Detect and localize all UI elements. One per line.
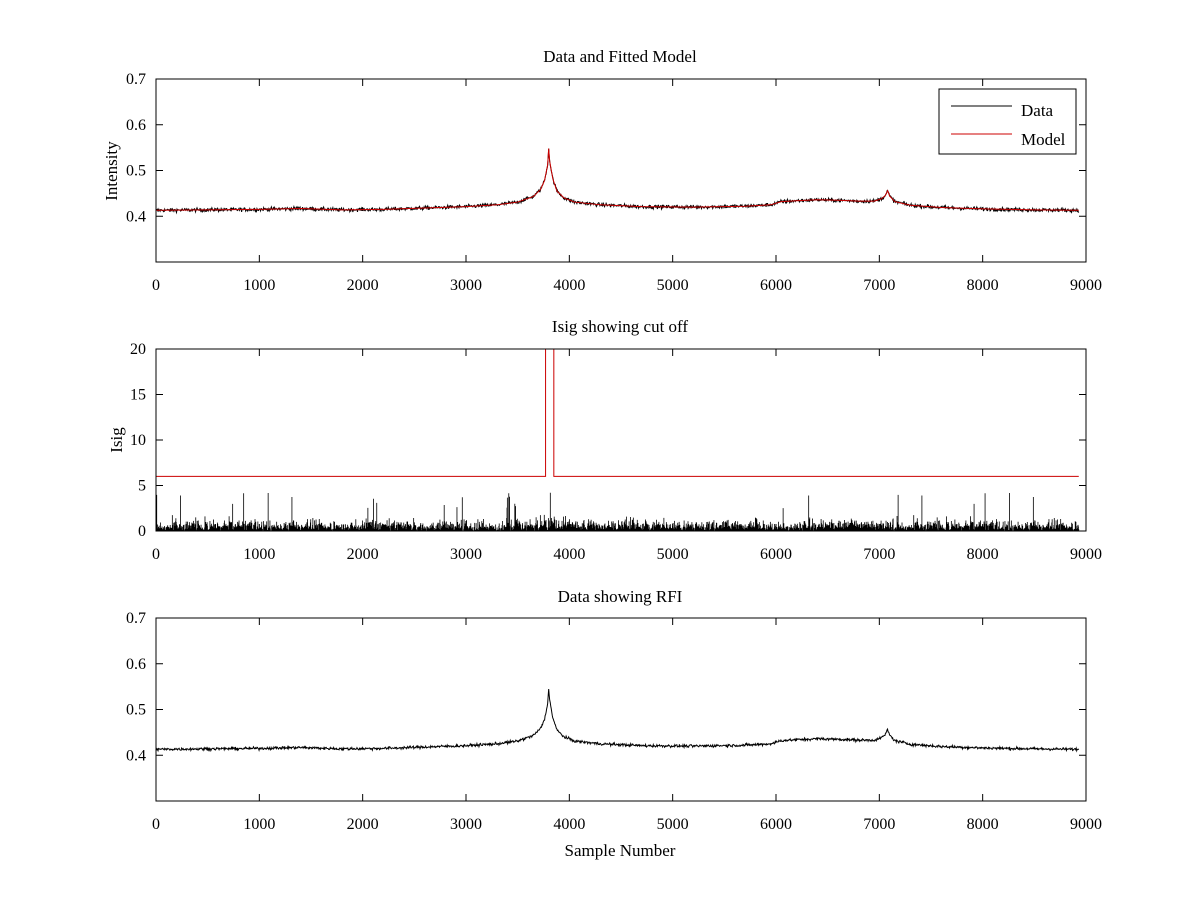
x-tick-label: 7000 <box>863 277 895 294</box>
panel-3-series <box>155 689 1080 753</box>
y-tick-label: 0.6 <box>126 656 146 673</box>
x-tick-label: 2000 <box>347 546 379 563</box>
series-data-line <box>155 689 1080 753</box>
y-tick-label: 0.4 <box>126 208 146 225</box>
legend-data-label: Data <box>1021 101 1054 120</box>
y-tick-label: 0.5 <box>126 702 146 719</box>
panel-1-ticks: 0 1000 2000 3000 4000 5000 6000 7000 8000 9000 0.4… <box>126 71 1102 294</box>
legend-model-label: Model <box>1021 130 1066 149</box>
panel-2-ylabel: Isig <box>107 427 126 453</box>
x-tick-label: 6000 <box>760 816 792 833</box>
x-tick-label: 6000 <box>760 546 792 563</box>
series-model-line <box>155 148 1079 211</box>
x-tick-label: 1000 <box>243 546 275 563</box>
x-tick-label: 9000 <box>1070 546 1102 563</box>
x-tick-label: 2000 <box>347 277 379 294</box>
x-tick-label: 4000 <box>553 546 585 563</box>
panel-1-series <box>155 148 1080 215</box>
panel-3-ticks: 0 1000 2000 3000 4000 5000 6000 7000 8000 9000 0.4… <box>126 610 1102 833</box>
y-tick-label: 15 <box>130 387 146 404</box>
x-tick-label: 2000 <box>347 816 379 833</box>
y-tick-label: 20 <box>130 341 146 358</box>
x-tick-label: 0 <box>152 277 160 294</box>
x-tick-label: 9000 <box>1070 816 1102 833</box>
x-tick-label: 6000 <box>760 277 792 294</box>
x-tick-label: 1000 <box>243 277 275 294</box>
x-tick-label: 5000 <box>657 546 689 563</box>
panel-3-title: Data showing RFI <box>558 587 683 606</box>
panel-1-ylabel: Intensity <box>102 141 121 201</box>
y-tick-label: 0.7 <box>126 610 146 627</box>
x-tick-label: 5000 <box>657 816 689 833</box>
y-tick-label: 0.5 <box>126 163 146 180</box>
x-tick-label: 8000 <box>967 277 999 294</box>
y-tick-label: 0.7 <box>126 71 146 88</box>
x-tick-label: 0 <box>152 816 160 833</box>
x-tick-label: 5000 <box>657 277 689 294</box>
x-tick-label: 3000 <box>450 277 482 294</box>
x-tick-label: 3000 <box>450 546 482 563</box>
x-tick-label: 9000 <box>1070 277 1102 294</box>
x-tick-label: 3000 <box>450 816 482 833</box>
y-tick-label: 0.6 <box>126 117 146 134</box>
panel-1-title: Data and Fitted Model <box>543 47 697 66</box>
panel-2-title: Isig showing cut off <box>552 317 688 336</box>
panel-2-ticks: 0 1000 2000 3000 4000 5000 6000 7000 8000 9000 0 5 1… <box>130 341 1102 563</box>
y-tick-label: 10 <box>130 432 146 449</box>
x-tick-label: 7000 <box>863 816 895 833</box>
panel-1: Data and Fitted Model Intensity 0 1000 200… <box>102 47 1102 294</box>
x-tick-label: 4000 <box>553 277 585 294</box>
x-tick-label: 8000 <box>967 816 999 833</box>
legend: Data Model <box>938 88 1077 155</box>
x-tick-label: 0 <box>152 546 160 563</box>
x-tick-label: 4000 <box>553 816 585 833</box>
y-tick-label: 0.4 <box>126 747 146 764</box>
y-tick-label: 0 <box>138 523 146 540</box>
panel-3: Data showing RFI 0 1000 2000 3000 4000 5000 60… <box>126 587 1102 860</box>
x-tick-label: 7000 <box>863 546 895 563</box>
y-tick-label: 5 <box>138 478 146 495</box>
panel-2: Isig showing cut off Isig 0 1000 2000 3000 4… <box>107 317 1102 563</box>
legend-box <box>938 88 1077 155</box>
x-tick-label: 1000 <box>243 816 275 833</box>
panel-3-xlabel: Sample Number <box>565 841 676 860</box>
x-tick-label: 8000 <box>967 546 999 563</box>
